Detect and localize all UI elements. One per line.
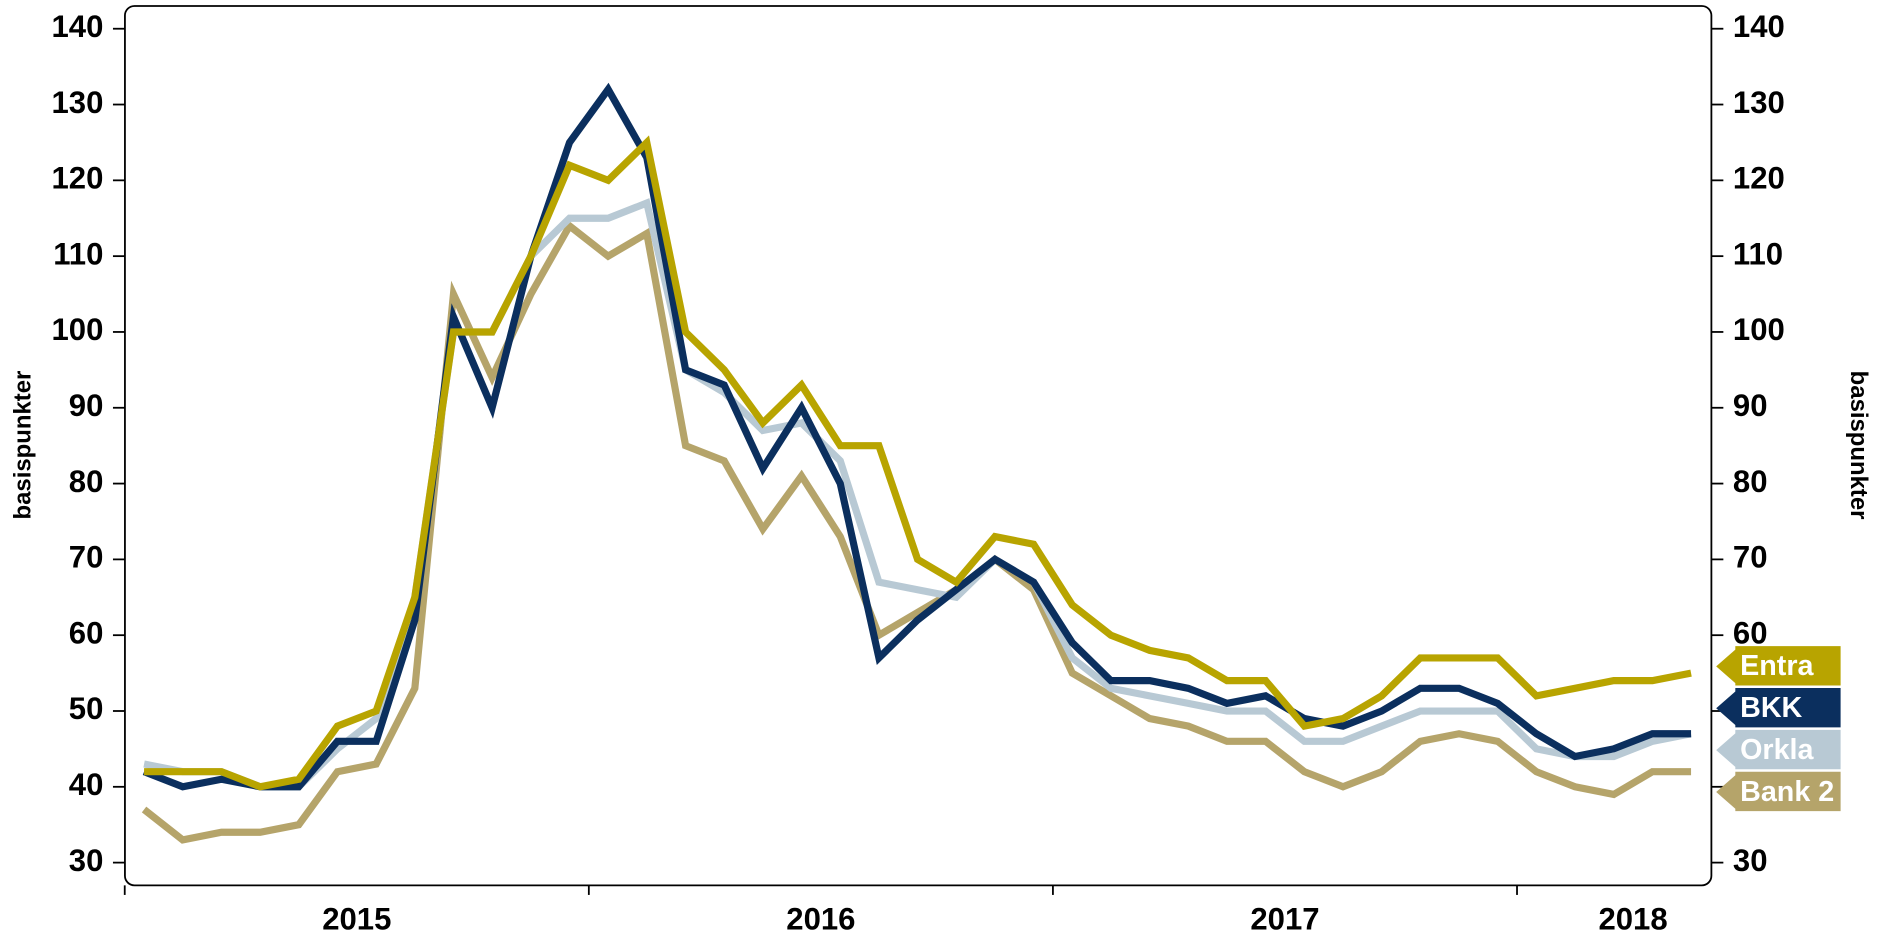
y2-tick-label: 60 <box>1733 615 1768 650</box>
x-tick-label: 2017 <box>1250 901 1319 936</box>
y-tick-label: 130 <box>52 85 104 120</box>
y-tick-label: 50 <box>69 691 104 726</box>
y2-tick-label: 110 <box>1733 236 1783 271</box>
legend-swatch <box>1716 771 1841 812</box>
y2-tick-label: 120 <box>1733 161 1785 196</box>
legend-swatch <box>1716 646 1841 686</box>
y-axis-label: basispunkter <box>10 371 37 520</box>
y-tick-label: 60 <box>69 615 104 650</box>
x-tick-label: 2018 <box>1598 901 1667 936</box>
legend-swatch <box>1716 729 1841 770</box>
y-tick-label: 110 <box>53 236 103 271</box>
y-tick-label: 90 <box>69 388 104 423</box>
y2-axis-label: basispunkter <box>1845 371 1872 520</box>
legend-label: BKK <box>1740 692 1802 724</box>
y2-tick-label: 30 <box>1733 843 1768 878</box>
legend-swatch <box>1716 687 1841 728</box>
y2-tick-label: 140 <box>1733 9 1785 44</box>
plot-frame <box>124 5 1713 887</box>
y-tick-label: 80 <box>69 464 104 499</box>
y-tick-label: 30 <box>69 843 104 878</box>
y-tick-label: 120 <box>52 161 104 196</box>
legend-label: Entra <box>1740 650 1814 682</box>
y2-tick-label: 70 <box>1733 540 1768 575</box>
y2-tick-label: 80 <box>1733 464 1768 499</box>
series-line <box>143 198 1692 791</box>
y2-tick-label: 100 <box>1733 312 1785 347</box>
legend-label: Orkla <box>1740 734 1814 766</box>
y-tick-label: 100 <box>52 312 104 347</box>
series-line <box>142 82 1692 791</box>
x-tick-label: 2015 <box>322 901 391 936</box>
y-tick-label: 140 <box>52 9 104 44</box>
legend-label: Bank 2 <box>1740 776 1834 808</box>
y2-tick-label: 90 <box>1733 388 1768 423</box>
y2-tick-label: 130 <box>1733 85 1785 120</box>
x-tick-label: 2016 <box>786 901 855 936</box>
y-tick-label: 40 <box>69 767 104 802</box>
series-line <box>141 220 1692 844</box>
y-tick-label: 70 <box>69 540 104 575</box>
series-line <box>144 135 1692 791</box>
